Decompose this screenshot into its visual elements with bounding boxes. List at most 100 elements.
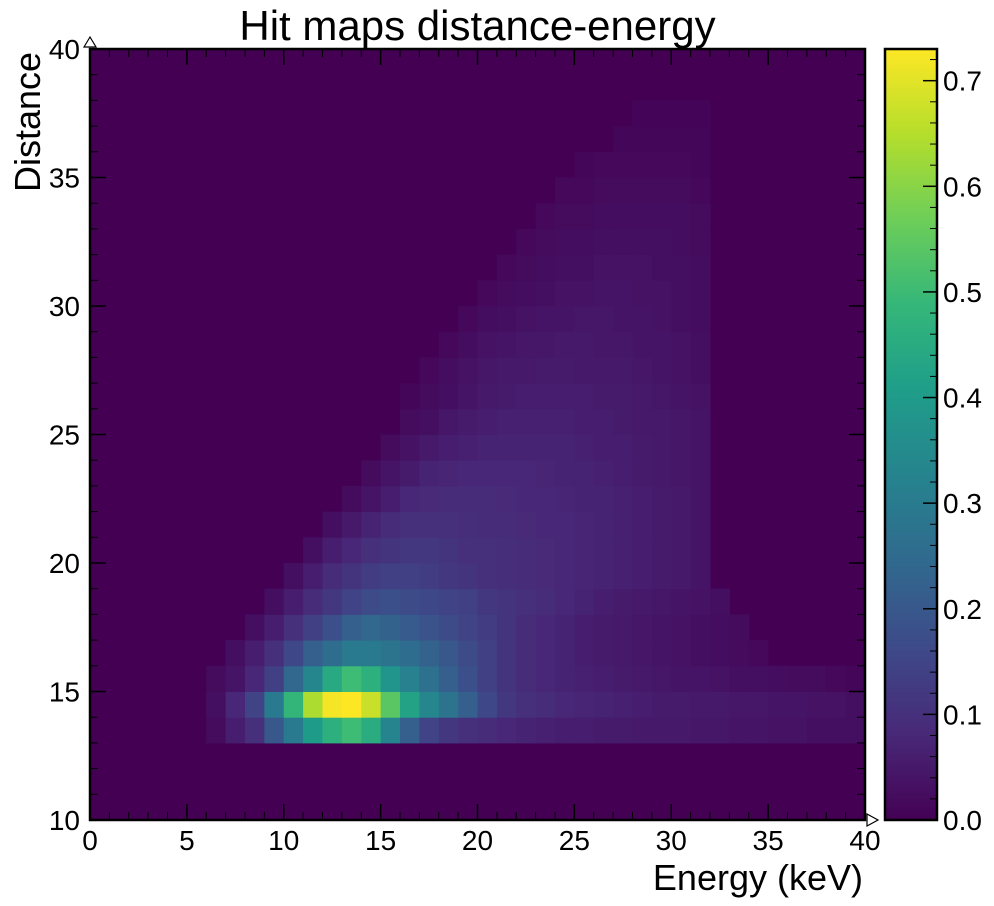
x-tick-label: 5 bbox=[179, 825, 195, 856]
heatmap-cell bbox=[690, 665, 711, 692]
heatmap-cell bbox=[632, 511, 653, 538]
heatmap-cell bbox=[690, 434, 711, 461]
heatmap-cell bbox=[806, 691, 827, 718]
heatmap-cell bbox=[632, 485, 653, 513]
heatmap-cell bbox=[632, 614, 653, 641]
heatmap-cell bbox=[535, 228, 556, 256]
heatmap-cell bbox=[574, 665, 595, 692]
heatmap-cell bbox=[613, 537, 633, 564]
x-tick-label: 0 bbox=[82, 825, 98, 856]
heatmap-cell bbox=[593, 306, 614, 333]
heatmap-cell bbox=[574, 717, 595, 744]
heatmap-cell bbox=[671, 151, 692, 178]
heatmap-cell bbox=[710, 717, 730, 744]
heatmap-cell bbox=[419, 537, 440, 564]
heatmap-cell bbox=[593, 177, 614, 204]
heatmap-cell bbox=[516, 665, 537, 692]
heatmap-cell bbox=[516, 228, 537, 256]
heatmap-cell bbox=[748, 665, 769, 692]
heatmap-cell bbox=[496, 717, 517, 744]
heatmap-cell bbox=[535, 665, 556, 692]
heatmap-cell bbox=[574, 485, 595, 513]
heatmap-cell bbox=[516, 460, 537, 487]
heatmap-cell bbox=[593, 280, 614, 307]
heatmap-cell bbox=[458, 563, 478, 590]
y-tick-label: 40 bbox=[49, 34, 80, 65]
heatmap-cell bbox=[574, 203, 595, 230]
heatmap-cell bbox=[613, 614, 633, 641]
heatmap-cell bbox=[671, 254, 692, 281]
heatmap-cell bbox=[496, 434, 517, 461]
heatmap-cell bbox=[574, 177, 595, 204]
colorbar-tick-label: 0.7 bbox=[943, 66, 982, 97]
heatmap-cell bbox=[400, 563, 420, 590]
heatmap-cell bbox=[613, 563, 633, 590]
heatmap-cell bbox=[690, 254, 711, 281]
heatmap-cell bbox=[516, 306, 537, 333]
heatmap-cell bbox=[438, 537, 459, 564]
heatmap-cell bbox=[613, 485, 633, 513]
heatmap-cell bbox=[632, 100, 653, 127]
heatmap-cell bbox=[651, 537, 672, 564]
heatmap-cell bbox=[671, 280, 692, 307]
heatmap-cell bbox=[516, 331, 537, 358]
heatmap-cell bbox=[438, 640, 459, 667]
heatmap-cell bbox=[535, 640, 556, 667]
heatmap-cell bbox=[690, 203, 711, 230]
heatmap-cell bbox=[671, 691, 692, 718]
heatmap-cell bbox=[574, 408, 595, 435]
heatmap-cell bbox=[555, 383, 575, 410]
heatmap-cell bbox=[690, 563, 711, 590]
colorbar-tick-label: 0.0 bbox=[943, 805, 982, 836]
heatmap-cell bbox=[361, 691, 382, 718]
heatmap-cell bbox=[496, 408, 517, 435]
x-tick-label: 30 bbox=[656, 825, 687, 856]
heatmap-cell bbox=[380, 563, 401, 590]
heatmap-cell bbox=[438, 460, 459, 487]
x-axis-label: Energy (keV) bbox=[652, 857, 863, 898]
heatmap-cell bbox=[419, 691, 440, 718]
heatmap-cell bbox=[651, 717, 672, 744]
heatmap-cell bbox=[671, 177, 692, 204]
heatmap-cell bbox=[419, 460, 440, 487]
heatmap-cell bbox=[206, 717, 227, 744]
heatmap-cell bbox=[555, 280, 575, 307]
heatmap-cell bbox=[690, 306, 711, 333]
heatmap-cell bbox=[632, 665, 653, 692]
y-tick-label: 30 bbox=[49, 291, 80, 322]
heatmap-cell bbox=[264, 614, 285, 641]
heatmap-cell bbox=[477, 434, 498, 461]
heatmap-cell bbox=[438, 331, 459, 358]
y-tick-label: 25 bbox=[49, 420, 80, 451]
heatmap-cell bbox=[206, 691, 227, 718]
heatmap-cell bbox=[496, 306, 517, 333]
heatmap-cell bbox=[458, 511, 478, 538]
heatmap-cell bbox=[496, 511, 517, 538]
heatmap-cell bbox=[516, 254, 537, 281]
heatmap-cell bbox=[768, 717, 788, 744]
heatmap-cell bbox=[574, 383, 595, 410]
heatmap-cell bbox=[671, 203, 692, 230]
x-tick-label: 35 bbox=[753, 825, 784, 856]
heatmap-cell bbox=[690, 717, 711, 744]
heatmap-cell bbox=[671, 511, 692, 538]
heatmap-cell bbox=[613, 691, 633, 718]
heatmap-cell bbox=[341, 691, 362, 718]
chart-title: Hit maps distance-energy bbox=[239, 2, 716, 49]
heatmap-cell bbox=[361, 640, 382, 667]
heatmap-cell bbox=[710, 614, 730, 641]
heatmap-cell bbox=[400, 640, 420, 667]
heatmap-cell bbox=[651, 126, 672, 153]
heatmap-cell bbox=[516, 717, 537, 744]
heatmap-cell bbox=[322, 717, 343, 744]
y-tick-label: 10 bbox=[49, 805, 80, 836]
heatmap-cell bbox=[516, 614, 537, 641]
heatmap-cell bbox=[496, 357, 517, 384]
heatmap-cell bbox=[535, 408, 556, 435]
heatmap-cell bbox=[613, 306, 633, 333]
heatmap-cell bbox=[361, 537, 382, 564]
heatmap-cell bbox=[225, 717, 246, 744]
heatmap-cell bbox=[574, 563, 595, 590]
heatmap-cell bbox=[651, 563, 672, 590]
